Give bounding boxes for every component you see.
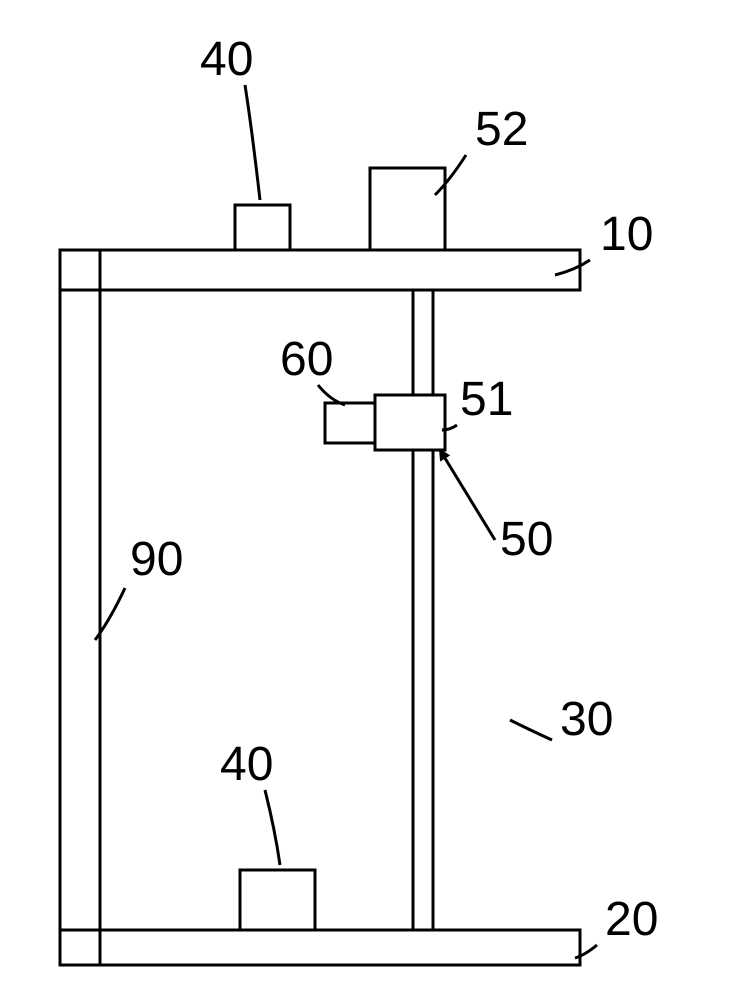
label-10: 10: [600, 208, 653, 261]
bottom-bar: [60, 930, 580, 965]
inner-col: [413, 290, 433, 930]
leader-20: [575, 945, 597, 958]
left-pillar: [60, 250, 100, 965]
label-30: 30: [560, 693, 613, 746]
label-40-bot: 40: [220, 738, 273, 791]
box-60: [325, 403, 375, 443]
leader-40-top: [245, 85, 260, 200]
leader-50: [440, 450, 495, 540]
leader-30: [510, 720, 552, 740]
label-52: 52: [475, 103, 528, 156]
label-50: 50: [500, 513, 553, 566]
label-60: 60: [280, 333, 333, 386]
box-40-bot: [240, 870, 315, 930]
label-90: 90: [130, 533, 183, 586]
label-40-top: 40: [200, 33, 253, 86]
leader-40-bot: [265, 790, 280, 865]
box-51: [375, 395, 445, 450]
leader-10: [555, 260, 590, 275]
top-bar: [60, 250, 580, 290]
box-40-top: [235, 205, 290, 250]
label-20: 20: [605, 893, 658, 946]
label-51: 51: [460, 373, 513, 426]
diagram-canvas: 40 52 10 60 51 50 90 30 40 20: [0, 0, 733, 1000]
box-52: [370, 168, 445, 250]
